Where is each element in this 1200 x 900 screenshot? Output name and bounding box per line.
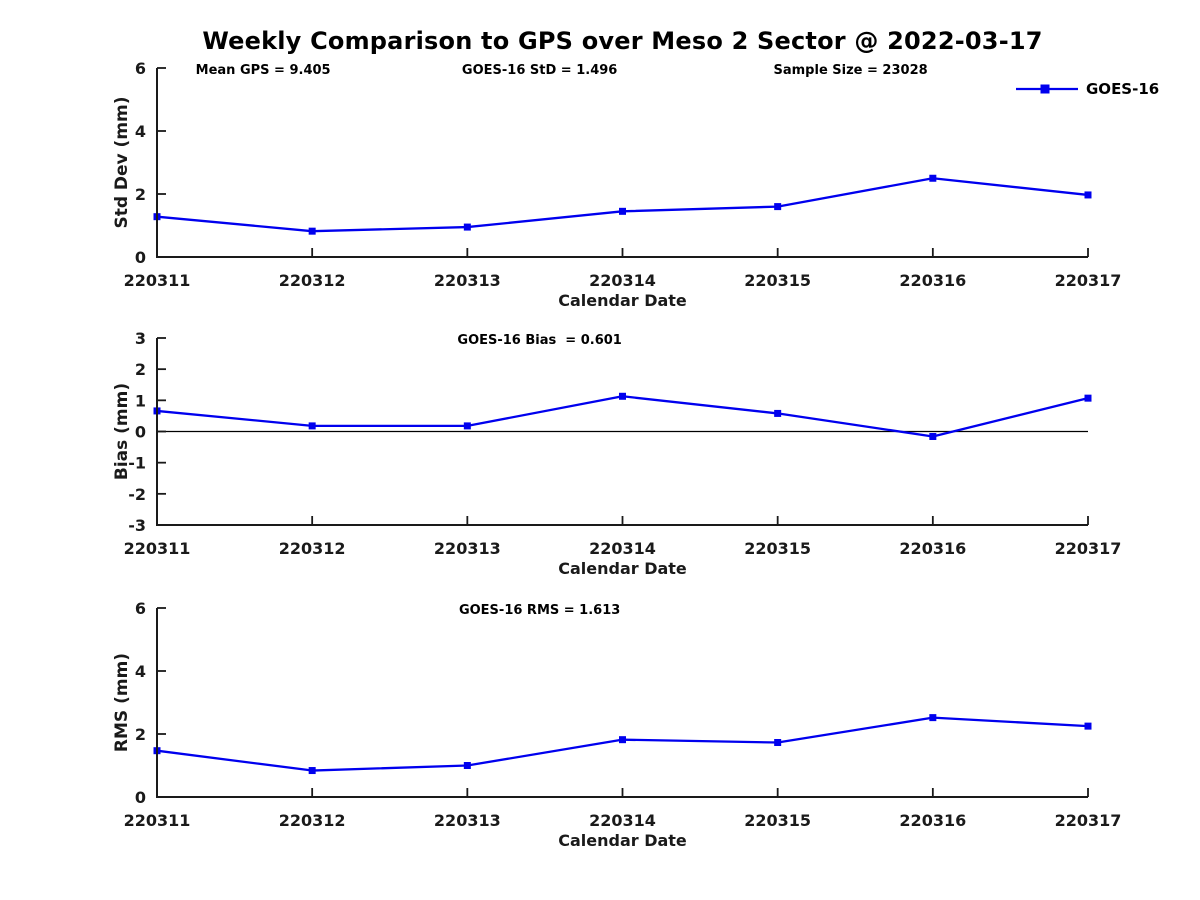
legend-label: GOES-16	[1086, 80, 1159, 98]
legend: GOES-16	[1016, 80, 1159, 98]
x-tick-label: 220315	[744, 811, 811, 830]
x-tick-label: 220315	[744, 271, 811, 290]
x-tick-label: 220316	[899, 811, 966, 830]
y-tick-label: 6	[135, 599, 146, 618]
y-tick-label: 2	[135, 185, 146, 204]
data-point-marker	[1084, 191, 1092, 199]
x-tick-label: 220317	[1055, 271, 1122, 290]
x-tick-label: 220315	[744, 539, 811, 558]
x-axis-title: Calendar Date	[558, 291, 687, 310]
y-tick-label: 0	[135, 248, 146, 267]
x-tick-label: 220311	[124, 811, 191, 830]
data-point-marker	[619, 207, 626, 215]
legend-marker-sample	[1040, 84, 1050, 94]
subplot-bias: -3 -2 -1 0 1 2 3 220311 220312 220313 220314 220315…	[0, 325, 1200, 583]
subplot-std-dev: 0 2 4 6 220311 220312 220313 220314 220315 220316…	[0, 56, 1200, 311]
x-tick-label: 220316	[899, 271, 966, 290]
data-point-marker	[308, 227, 316, 235]
y-axis-title: RMS (mm)	[112, 653, 132, 752]
x-tick-label: 220313	[434, 539, 501, 558]
x-tick-label: 220314	[589, 539, 656, 558]
subplot-rms: 0 2 4 6 220311 220312 220313 220314 220315 220316…	[0, 595, 1200, 855]
chart-rms: 0 2 4 6 220311 220312 220313 220314 220315 220316…	[112, 599, 1122, 850]
data-point-marker	[308, 422, 316, 430]
series-line-goes-16	[155, 395, 1090, 438]
x-tick-label: 220311	[124, 539, 191, 558]
chart-bias: -3 -2 -1 0 1 2 3 220311 220312 220313 220314 220315…	[112, 329, 1122, 578]
y-tick-label: -2	[128, 485, 146, 504]
data-point-marker	[929, 714, 937, 722]
y-tick-label: 0	[135, 423, 146, 442]
y-tick-label: -3	[128, 516, 146, 535]
data-point-marker	[929, 432, 937, 440]
chart-std-dev: 0 2 4 6 220311 220312 220313 220314 220315 220316…	[112, 59, 1159, 310]
y-tick-label: 2	[135, 725, 146, 744]
y-tick-label: 0	[135, 788, 146, 807]
y-tick-label: 3	[135, 329, 146, 348]
x-tick-label: 220312	[279, 811, 346, 830]
y-tick-label: 4	[135, 122, 146, 141]
data-point-marker	[774, 409, 782, 417]
x-tick-label: 220313	[434, 271, 501, 290]
stat-annotation: Sample Size = 23028	[774, 63, 928, 78]
data-point-marker	[463, 422, 471, 430]
data-point-marker	[308, 767, 316, 775]
y-tick-label: 1	[135, 391, 146, 410]
x-tick-label: 220316	[899, 539, 966, 558]
x-axis-title: Calendar Date	[558, 559, 687, 578]
y-tick-label: 2	[135, 360, 146, 379]
stat-annotation: GOES-16 StD = 1.496	[462, 63, 617, 78]
y-tick-label: 4	[135, 662, 146, 681]
data-point-marker	[929, 174, 937, 182]
x-tick-label: 220314	[589, 271, 656, 290]
x-tick-label: 220317	[1055, 539, 1122, 558]
stat-annotation: Mean GPS = 9.405	[196, 63, 331, 78]
data-point-marker	[774, 739, 782, 747]
x-tick-label: 220317	[1055, 811, 1122, 830]
x-tick-label: 220314	[589, 811, 656, 830]
y-tick-label: -1	[128, 454, 146, 473]
stat-annotation: GOES-16 RMS = 1.613	[459, 603, 620, 618]
x-tick-label: 220311	[124, 271, 191, 290]
figure-title: Weekly Comparison to GPS over Meso 2 Sec…	[202, 27, 1043, 55]
series-line-goes-16	[155, 177, 1090, 233]
x-tick-label: 220312	[279, 271, 346, 290]
y-tick-label: 6	[135, 59, 146, 78]
data-point-marker	[463, 223, 471, 231]
data-point-marker	[463, 762, 471, 769]
x-tick-label: 220312	[279, 539, 346, 558]
series-line-goes-16	[155, 716, 1090, 772]
x-tick-label: 220313	[434, 811, 501, 830]
x-axis-title: Calendar Date	[558, 831, 687, 850]
data-point-marker	[774, 203, 782, 211]
data-point-marker	[619, 736, 626, 744]
y-axis-title: Bias (mm)	[112, 383, 132, 480]
data-point-marker	[1084, 722, 1092, 730]
stat-annotation: GOES-16 Bias = 0.601	[457, 333, 621, 348]
y-axis-title: Std Dev (mm)	[112, 96, 132, 228]
data-point-marker	[1084, 394, 1092, 402]
data-point-marker	[619, 392, 626, 400]
